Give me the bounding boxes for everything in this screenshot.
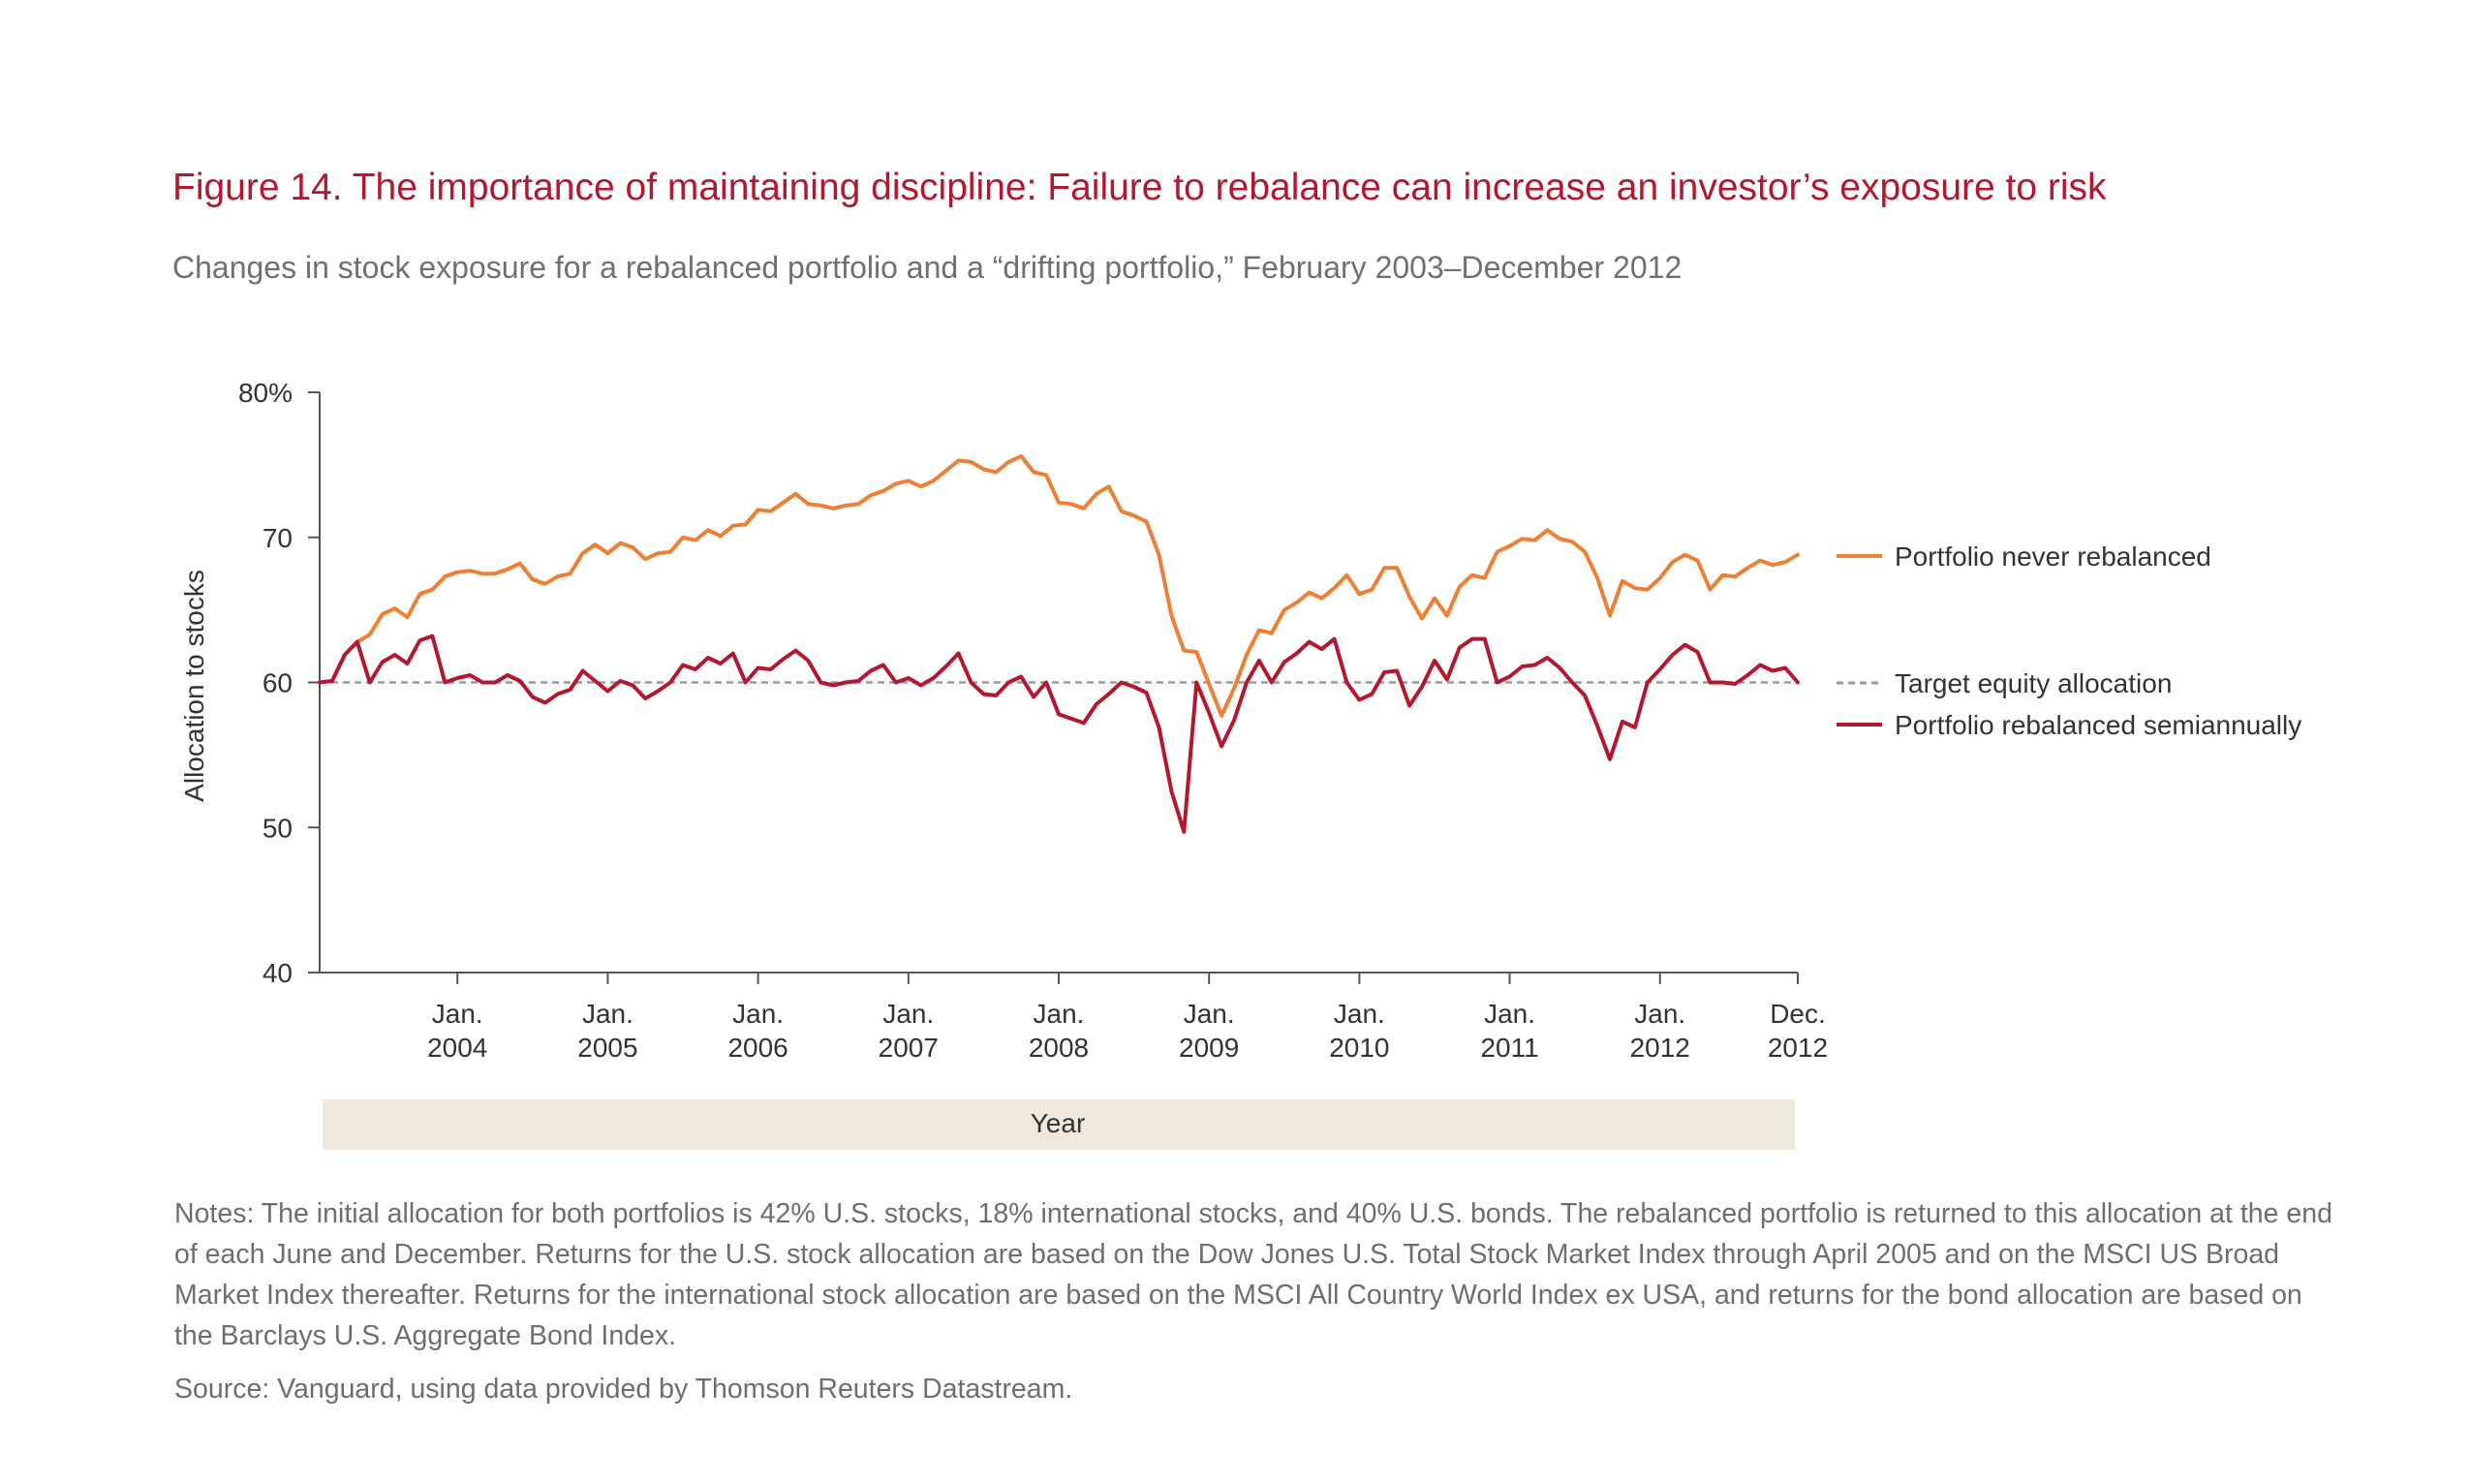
x-tick-label-month: Jan.: [1184, 999, 1235, 1029]
x-tick-label-year: 2007: [879, 1033, 939, 1063]
x-tick-label-month: Dec.: [1770, 999, 1826, 1029]
x-tick-label-month: Jan.: [1484, 999, 1535, 1029]
legend: Portfolio never rebalanced Target equity…: [1837, 541, 2301, 740]
x-tick-label-year: 2009: [1179, 1033, 1239, 1063]
x-tick-label-year: 2012: [1768, 1033, 1828, 1063]
series-line-never-rebalanced: [318, 453, 1800, 718]
x-tick-label-year: 2010: [1329, 1033, 1389, 1063]
y-tick-label: 60: [262, 668, 293, 698]
x-axis-band: [323, 1099, 1795, 1150]
x-tick-label-month: Jan.: [432, 999, 483, 1029]
x-tick-label-year: 2011: [1480, 1033, 1538, 1063]
x-tick-label-year: 2012: [1630, 1033, 1690, 1063]
legend-label-target: Target equity allocation: [1895, 668, 2172, 698]
x-tick-label-month: Jan.: [732, 999, 784, 1029]
figure-notes: Notes: The initial allocation for both p…: [174, 1198, 2332, 1351]
x-tick-label-year: 2008: [1029, 1033, 1089, 1063]
x-tick-label-year: 2006: [727, 1033, 787, 1063]
legend-label-never-rebalanced: Portfolio never rebalanced: [1895, 541, 2211, 572]
x-tick-label-year: 2005: [577, 1033, 637, 1063]
line-chart: Year Allocation to stocks 80% 70 60 50 40 Jan…: [179, 378, 2301, 1150]
figure-title: Figure 14. The importance of maintaining…: [172, 167, 2107, 208]
y-axis-title: Allocation to stocks: [179, 570, 209, 802]
x-tick-label-year: 2004: [427, 1033, 487, 1063]
figure-subtitle: Changes in stock exposure for a rebalanc…: [172, 250, 1683, 285]
y-tick-label: 80%: [238, 378, 293, 408]
x-tick-label-month: Jan.: [1034, 999, 1085, 1029]
x-tick-label-month: Jan.: [1334, 999, 1385, 1029]
legend-label-rebalanced: Portfolio rebalanced semiannually: [1895, 710, 2301, 740]
x-axis-title: Year: [1031, 1108, 1086, 1138]
y-tick-label: 50: [262, 813, 293, 843]
y-tick-label: 70: [262, 523, 293, 553]
series-line-rebalanced-semiannually: [318, 634, 1800, 834]
figure-source: Source: Vanguard, using data provided by…: [174, 1374, 1073, 1405]
x-tick-label-month: Jan.: [882, 999, 934, 1029]
y-tick-label: 40: [262, 958, 293, 988]
x-tick-label-month: Jan.: [1634, 999, 1685, 1029]
x-tick-label-month: Jan.: [582, 999, 633, 1029]
